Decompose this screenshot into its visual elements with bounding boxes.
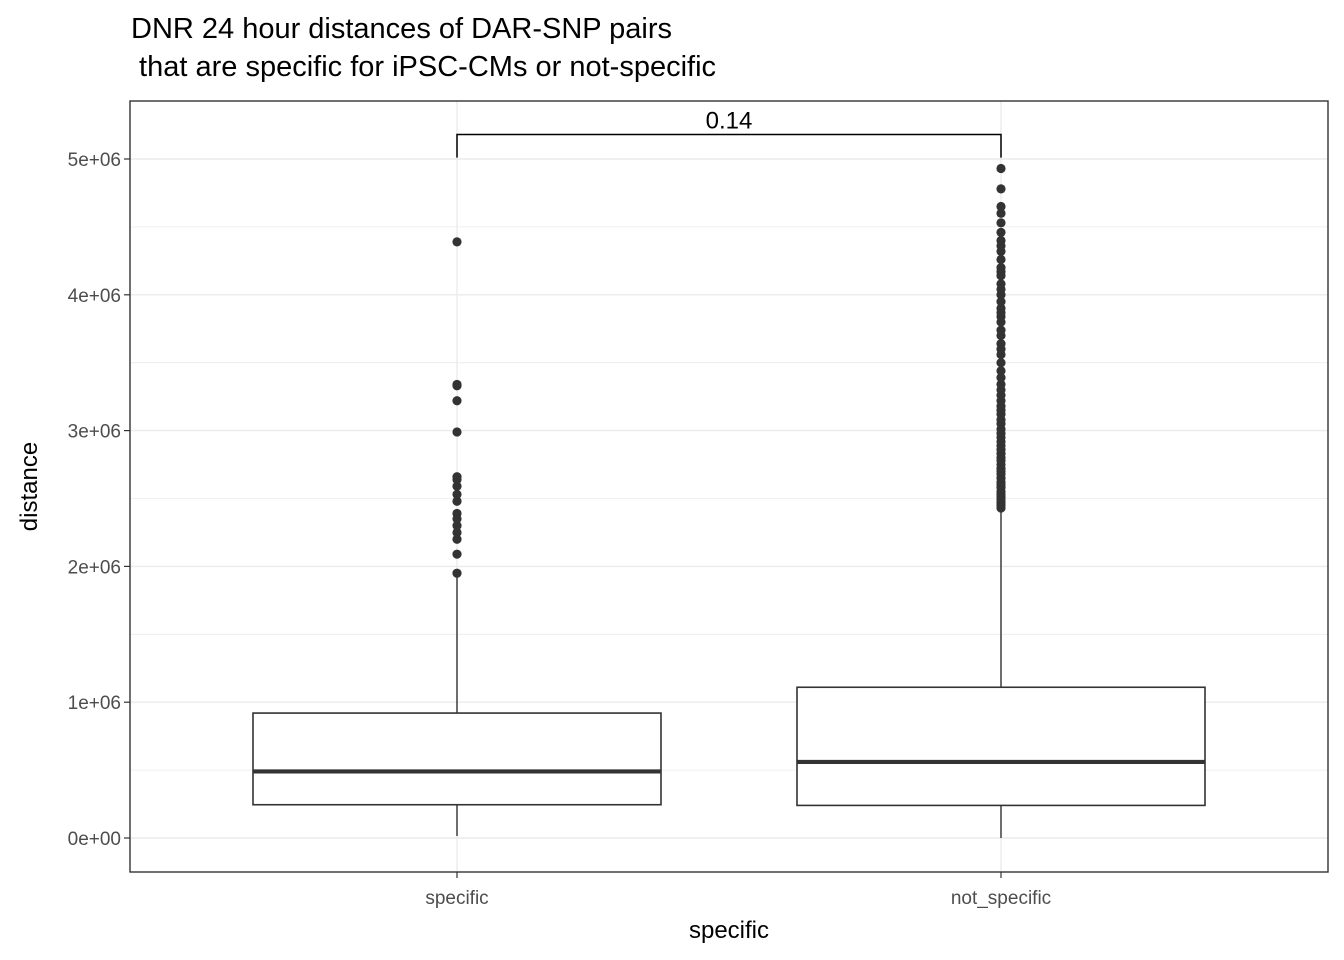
outlier-point [996, 184, 1006, 194]
outlier-point [996, 366, 1006, 376]
outlier-point [996, 373, 1006, 383]
y-axis-title: distance [16, 442, 43, 531]
y-tick-label: 3e+06 [68, 422, 121, 443]
outlier-point [452, 549, 462, 559]
outlier-point [996, 339, 1006, 349]
outlier-point [452, 496, 462, 506]
outlier-point [452, 527, 462, 538]
outlier-point [452, 472, 462, 482]
outlier-point [452, 237, 462, 247]
outlier-point [452, 508, 462, 519]
outlier-point [996, 208, 1006, 218]
x-axis-title: specific [689, 917, 769, 944]
box-series [252, 510, 1206, 838]
outlier-point [996, 227, 1006, 237]
outlier-point [452, 427, 462, 437]
outlier-point [452, 379, 462, 390]
box-body [796, 686, 1206, 807]
outlier-point [452, 489, 462, 500]
chart-title-line1: DNR 24 hour distances of DAR-SNP pairs [131, 13, 673, 45]
outlier-point [996, 254, 1006, 265]
x-tick-label: specific [425, 888, 488, 909]
axis-ticks: 0e+00 1e+06 2e+06 3e+06 4e+06 5e+06 specific no… [68, 150, 1052, 909]
bracket-line [456, 133, 1002, 158]
box-body [252, 712, 662, 806]
outlier-point [452, 521, 462, 531]
outlier-point [996, 325, 1006, 335]
panel-border [129, 100, 1329, 873]
outlier-point [452, 568, 462, 578]
outlier-point [996, 303, 1006, 313]
outlier-points [452, 163, 1006, 578]
y-tick-label: 1e+06 [68, 693, 121, 714]
y-tick-label: 4e+06 [68, 286, 121, 307]
outlier-point [996, 235, 1006, 246]
outlier-point [996, 201, 1006, 212]
y-tick-label: 0e+00 [68, 829, 121, 850]
outlier-point [996, 263, 1006, 273]
y-tick-label: 2e+06 [68, 557, 121, 578]
outlier-point [996, 379, 1006, 390]
y-tick-label: 5e+06 [68, 150, 121, 171]
outlier-point [996, 218, 1006, 228]
x-tick-label: not_specific [951, 888, 1051, 909]
outlier-point [452, 396, 462, 406]
box-not_specific [796, 510, 1206, 838]
outlier-point [452, 534, 462, 544]
outlier-point [996, 358, 1006, 368]
outlier-point [996, 163, 1006, 174]
outlier-point [452, 481, 462, 491]
outlier-point [996, 279, 1006, 289]
significance-bracket: 0.14 [456, 108, 1002, 158]
box-specific [252, 577, 662, 836]
chart-title-line2: that are specific for iPSC-CMs or not-sp… [131, 51, 717, 83]
p-value-label: 0.14 [706, 108, 753, 135]
outlier-point [996, 296, 1006, 307]
